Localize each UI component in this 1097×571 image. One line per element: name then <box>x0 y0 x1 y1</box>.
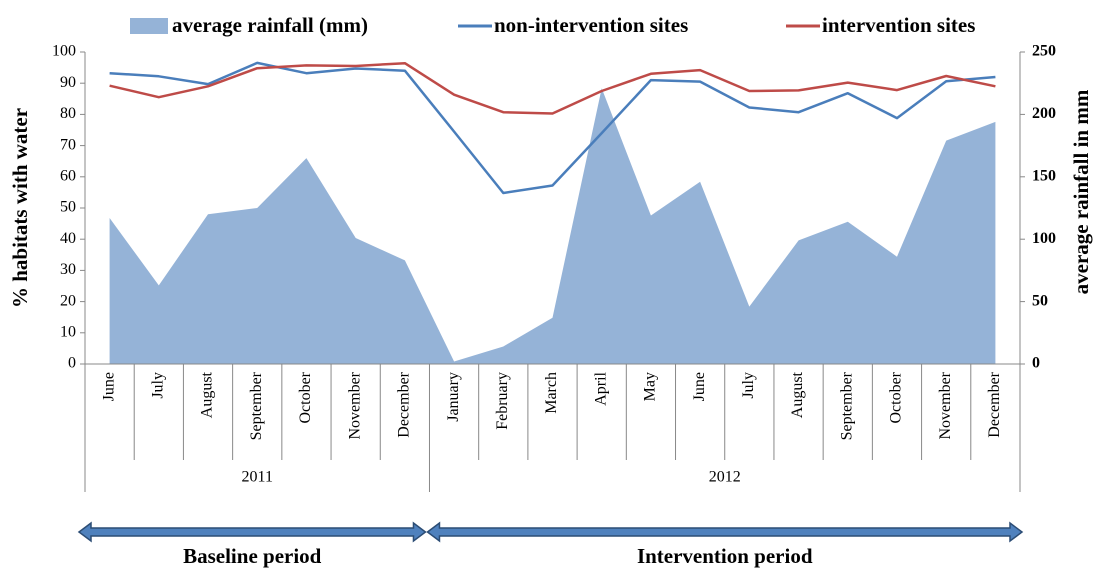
x-tick-label: November <box>346 371 363 439</box>
y2-tick-label: 200 <box>1032 105 1056 122</box>
y2-tick-label: 150 <box>1032 167 1056 184</box>
legend-label: average rainfall (mm) <box>172 13 368 37</box>
y-tick-label: 50 <box>60 199 76 216</box>
y-tick-label: 40 <box>60 230 76 247</box>
period-label: Baseline period <box>183 544 322 568</box>
x-tick-label: November <box>937 371 954 439</box>
x-tick-label: June <box>100 372 117 401</box>
x-tick-label: September <box>248 371 265 440</box>
y-tick-label: 10 <box>60 323 76 340</box>
series-line <box>109 61 996 195</box>
x-tick-label: May <box>642 372 659 401</box>
y2-tick-label: 50 <box>1032 292 1048 309</box>
group-label: 2012 <box>709 469 741 486</box>
y-tick-label: 60 <box>60 167 76 184</box>
x-tick-label: January <box>445 372 462 422</box>
x-tick-label: October <box>297 371 314 423</box>
x-tick-label: June <box>691 372 708 401</box>
legend-swatch <box>130 18 168 34</box>
y2-tick-label: 250 <box>1032 43 1056 60</box>
x-tick-label: July <box>149 372 166 399</box>
x-tick-label: October <box>888 371 905 423</box>
legend-label: non-intervention sites <box>494 13 688 37</box>
y-tick-label: 20 <box>60 292 76 309</box>
rainfall-area <box>109 88 996 364</box>
x-tick-label: September <box>838 371 855 440</box>
y2-axis-title: average rainfall in mm <box>1069 89 1093 294</box>
y-tick-label: 80 <box>60 105 76 122</box>
group-label: 2011 <box>242 469 273 486</box>
y2-tick-label: 100 <box>1032 230 1056 247</box>
period-arrow <box>77 521 427 543</box>
x-tick-label: February <box>494 372 511 430</box>
y2-tick-label: 0 <box>1032 355 1040 372</box>
series-line <box>109 61 996 115</box>
period-arrow <box>426 521 1024 543</box>
y-tick-label: 30 <box>60 261 76 278</box>
x-tick-label: August <box>199 371 216 418</box>
x-tick-label: April <box>592 371 609 405</box>
period-label: Intervention period <box>637 544 813 568</box>
x-tick-label: December <box>986 371 1003 437</box>
y-tick-label: 70 <box>60 136 76 153</box>
x-tick-label: July <box>740 372 757 399</box>
y-tick-label: 100 <box>52 43 76 60</box>
legend-label: intervention sites <box>822 13 975 37</box>
x-tick-label: December <box>396 371 413 437</box>
y-axis-title: % habitats with water <box>8 108 32 308</box>
y-tick-label: 0 <box>68 355 76 372</box>
x-tick-label: March <box>543 372 560 414</box>
y-tick-label: 90 <box>60 74 76 91</box>
x-tick-label: August <box>789 371 806 418</box>
